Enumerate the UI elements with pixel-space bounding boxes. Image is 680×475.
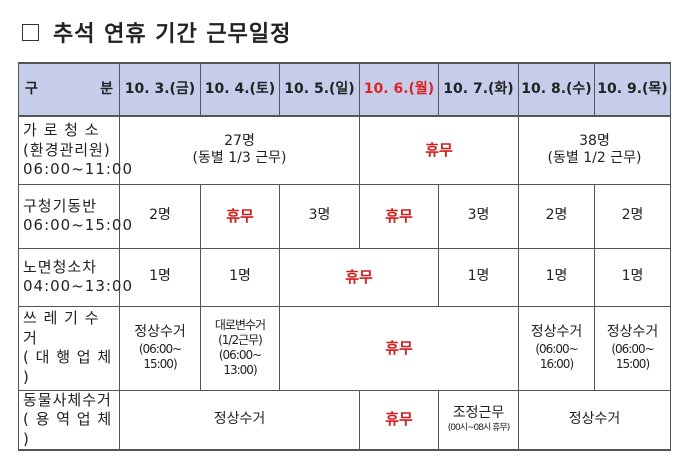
cell: 1명 [518, 247, 595, 307]
cell-off: 휴무 [279, 247, 439, 307]
cell: 1명 [594, 247, 671, 307]
cell: 38명 (동별 1/2 근무) [518, 115, 671, 185]
table-row: 동물사체수거( 용 역 업 체 ) 정상수거 휴무 조정근무 (00시~08시 휴… [18, 389, 671, 451]
cell: 1명 [438, 247, 519, 307]
row-category: 가 로 청 소 (환경관리원) 06:00~11:00 [18, 115, 132, 185]
cell: 정상수거 (06:00~ 15:00) [119, 305, 201, 391]
cell: 1명 [119, 247, 201, 307]
category-label-left: 구 [25, 80, 38, 97]
cell: 2명 [594, 183, 671, 249]
header-date: 10. 5.(일) [279, 62, 360, 117]
category-label-right: 분 [100, 80, 113, 97]
cell: 정상수거 [119, 389, 360, 451]
cell-off: 휴무 [200, 183, 280, 249]
cell-off: 휴무 [359, 183, 439, 249]
header-date: 10. 7.(화) [438, 62, 519, 117]
table-row: 가 로 청 소 (환경관리원) 06:00~11:00 27명 (동별 1/3 근무)… [18, 115, 671, 185]
cell-off: 휴무 [359, 389, 439, 451]
cell: 2명 [518, 183, 595, 249]
header-date: 10. 8.(수) [518, 62, 595, 117]
cell: 2명 [119, 183, 201, 249]
table-row: 쓰 레 기 수 거( 대 행 업 체 ) 정상수거 (06:00~ 15:00) 대… [18, 305, 671, 391]
table-row: 구청기동반 06:00~15:00 2명 휴무 3명 휴무 3명 2명 2명 [18, 183, 671, 249]
header-date: 10. 4.(토) [200, 62, 280, 117]
checkbox-square-icon [22, 23, 39, 41]
cell: 3명 [438, 183, 519, 249]
table-row: 노면청소차 04:00~13:00 1명 1명 휴무 1명 1명 1명 [18, 247, 671, 307]
cell: 정상수거 (06:00~ 16:00) [518, 305, 595, 391]
header-date-holiday: 10. 6.(월) [359, 62, 439, 117]
cell: 1명 [200, 247, 280, 307]
page-title: 추석 연휴 기간 근무일정 [22, 16, 291, 48]
cell-off: 휴무 [279, 305, 519, 391]
cell: 정상수거 (06:00~ 15:00) [594, 305, 671, 391]
cell: 정상수거 [518, 389, 671, 451]
cell: 3명 [279, 183, 360, 249]
title-text: 추석 연휴 기간 근무일정 [53, 22, 292, 47]
cell-off: 휴무 [359, 115, 519, 185]
row-category: 구청기동반 06:00~15:00 [18, 183, 132, 249]
header-date: 10. 9.(목) [594, 62, 671, 117]
row-category: 동물사체수거( 용 역 업 체 ) [18, 389, 120, 451]
cell: 대로변수거 (1/2근무) (06:00~ 13:00) [200, 305, 280, 391]
cell: 27명 (동별 1/3 근무) [119, 115, 360, 185]
header-date: 10. 3.(금) [119, 62, 201, 117]
row-category: 쓰 레 기 수 거( 대 행 업 체 ) [18, 305, 120, 391]
row-category: 노면청소차 04:00~13:00 [18, 247, 132, 307]
cell: 조정근무 (00시~08시 휴무) [438, 389, 519, 451]
